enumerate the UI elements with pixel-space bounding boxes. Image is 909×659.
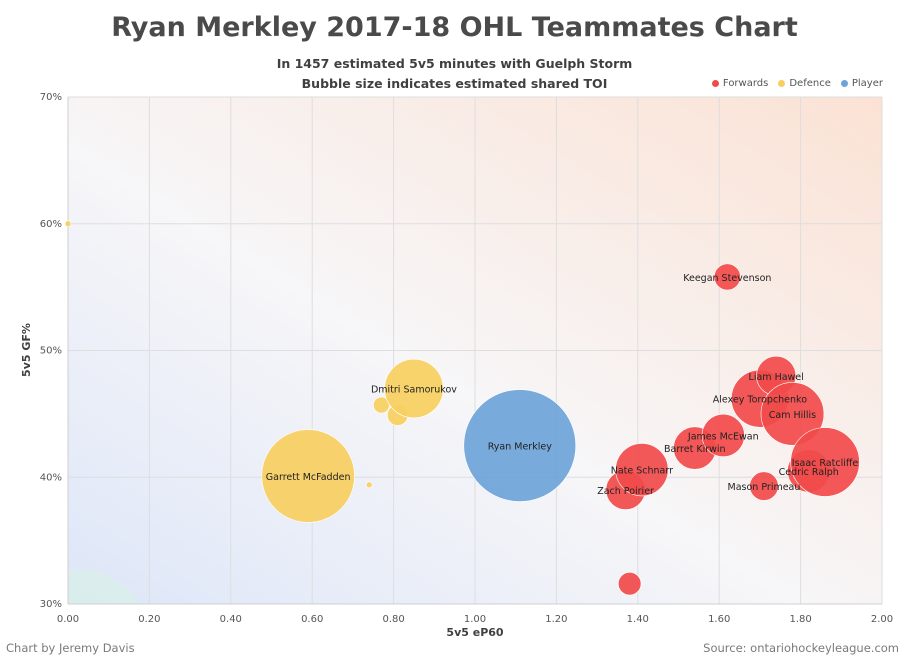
x-tick-label: 1.20 [545,614,567,625]
bubble-label-keegan-stevenson: Keegan Stevenson [683,273,771,284]
bubble-label-dmitri-samorukov: Dmitri Samorukov [371,385,457,396]
bubble-isaac-ratcliffe[interactable] [790,427,860,497]
bubble-label-liam-hawel: Liam Hawel [749,372,804,383]
bubble-label-cedric-ralph: Cedric Ralph [779,467,839,478]
bubbles [64,220,860,596]
bubble-label-nate-schnarr: Nate Schnarr [611,466,673,477]
bubble-nate-schnarr[interactable] [615,443,669,497]
x-axis-label: 5v5 eP60 [446,626,503,639]
x-tick-label: 1.00 [464,614,486,625]
bubble-garrett-mcfadden[interactable] [261,429,355,523]
y-tick-label: 50% [40,346,62,357]
y-tick-label: 30% [40,599,62,610]
x-tick-label: 1.60 [708,614,730,625]
chart-credit: Chart by Jeremy Davis [6,641,135,655]
chart-subtitle-line-1: In 1457 estimated 5v5 minutes with Guelp… [276,56,633,71]
legend-dot-defence [778,80,786,87]
bubble-label-mason-primeau: Mason Primeau [728,482,801,493]
bubble-keegan-stevenson[interactable] [713,263,741,291]
x-tick-label: 0.40 [220,614,242,625]
bubble-label-garrett-mcfadden: Garrett McFadden [266,472,351,483]
bubble-cam-hillis[interactable] [760,382,825,446]
bubble-label-cam-hillis: Cam Hillis [769,410,816,421]
legend-dot-player [840,80,848,87]
x-tick-label: 1.80 [789,614,811,625]
legend-label-forwards: Forwards [722,78,769,89]
x-tick-label: 0.20 [138,614,160,625]
bubble-unlabeled[interactable] [365,481,373,489]
y-axis-label: 5v5 GF% [20,323,33,377]
bubble-label-james-mcewan: James McEwan [687,431,759,442]
x-tick-label: 0.60 [301,614,323,625]
legend-item-defence: Defence [778,78,831,89]
axes: 0.00 0.20 0.40 0.60 0.80 1.00 1.20 1.40 1.60 1.80… [40,92,893,625]
legend-label-player: Player [851,78,883,89]
chart-title: Ryan Merkley 2017-18 OHL Teammates Chart [111,12,798,43]
bubble-labels: Garrett McFadden Dmitri Samorukov Ryan Mer… [266,273,859,497]
x-tick-label: 2.00 [871,614,893,625]
corner-tint [68,569,140,604]
chart-subtitle-line-2: Bubble size indicates estimated shared T… [301,76,608,91]
y-tick-label: 60% [40,219,62,230]
bubble-mason-primeau[interactable] [749,471,779,501]
y-tick-label: 70% [40,92,62,103]
legend-label-defence: Defence [789,78,831,89]
x-tick-label: 1.40 [627,614,649,625]
legend: Forwards Defence Player [711,78,883,89]
y-tick-label: 40% [40,472,62,483]
bubble-label-barret-kirwin: Barret Kirwin [664,444,726,455]
bubble-unlabeled[interactable] [64,220,72,228]
bubble-james-mcewan[interactable] [701,413,745,457]
legend-item-forwards: Forwards [711,78,769,89]
bubble-unlabeled[interactable] [617,572,642,596]
x-tick-label: 0.80 [382,614,404,625]
bubble-label-alexey-toropchenko: Alexey Toropchenko [713,395,807,406]
bubble-label-ryan-merkley: Ryan Merkley [488,442,552,453]
bubble-ryan-merkley[interactable] [463,389,577,502]
bubble-dmitri-samorukov[interactable] [384,358,444,419]
x-tick-label: 0.00 [57,614,79,625]
chart-source: Source: ontariohockeyleague.com [703,641,899,655]
legend-item-player: Player [840,78,883,89]
legend-dot-forwards [711,80,719,87]
bubble-label-zach-poirier: Zach Poirier [597,486,654,497]
bubble-label-isaac-ratcliffe: Isaac Ratcliffe [792,458,859,469]
